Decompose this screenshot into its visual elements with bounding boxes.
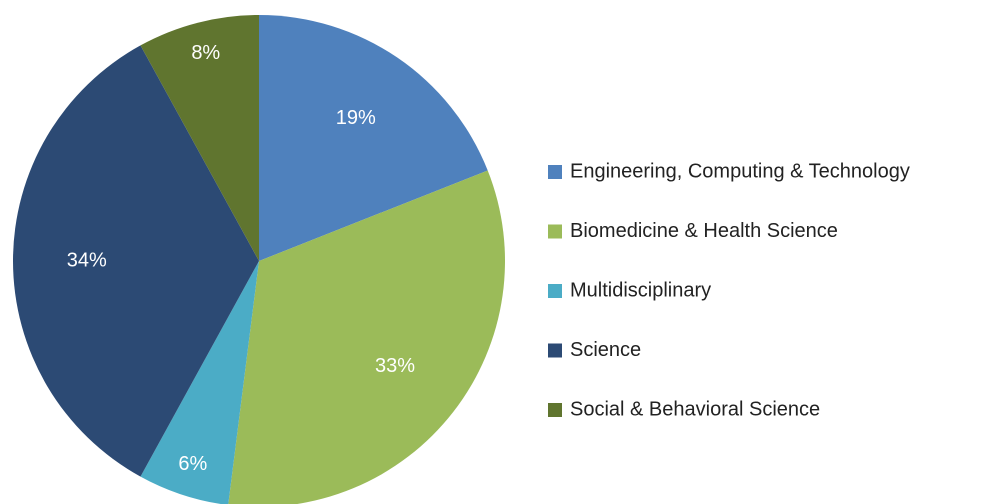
data-label: 33% — [375, 355, 415, 377]
data-label: 19% — [336, 107, 376, 129]
pie-slice — [140, 261, 259, 504]
pie-slice — [228, 170, 505, 504]
data-label: 8% — [191, 42, 220, 64]
pie-slice — [140, 14, 259, 261]
legend-label: Biomedicine & Health Science — [570, 220, 838, 242]
legend-swatch — [548, 284, 562, 298]
legend-swatch — [548, 403, 562, 417]
data-label: 34% — [67, 249, 107, 271]
legend-label: Science — [570, 339, 641, 361]
pie-slice — [259, 15, 488, 261]
legend-swatch — [548, 224, 562, 239]
legend-swatch — [548, 165, 562, 179]
pie-slice — [12, 45, 260, 477]
legend-swatch — [548, 343, 562, 358]
legend-label: Social & Behavioral Science — [570, 398, 820, 420]
data-label: 6% — [178, 453, 207, 475]
legend-label: Multidisciplinary — [570, 279, 711, 301]
legend-label: Engineering, Computing & Technology — [570, 160, 910, 182]
